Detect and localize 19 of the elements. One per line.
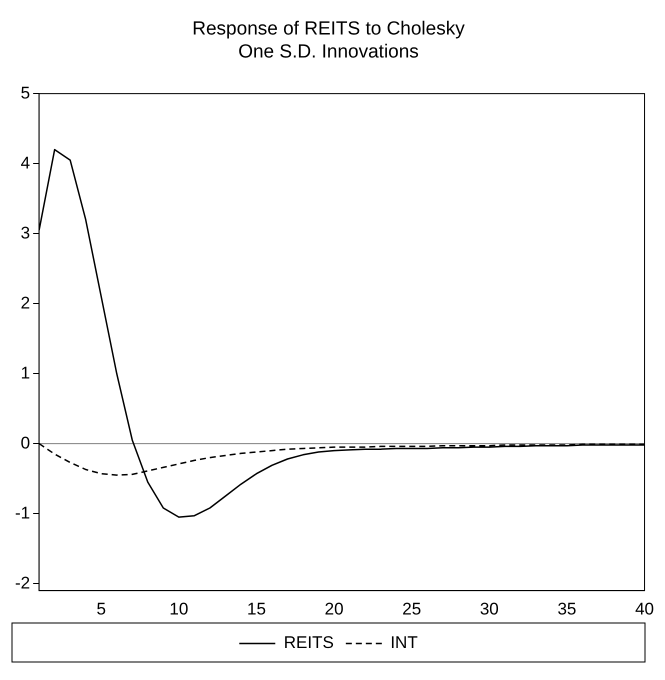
y-tick-label: 1 <box>20 363 30 382</box>
x-tick-label: 20 <box>324 599 344 618</box>
y-tick-label: -1 <box>14 503 30 522</box>
y-tick-label: 4 <box>20 153 30 172</box>
y-tick-label: -2 <box>14 573 30 592</box>
legend-label: INT <box>390 633 418 652</box>
x-tick-label: 15 <box>246 599 266 618</box>
x-tick-label: 5 <box>96 599 106 618</box>
y-tick-label: 5 <box>20 83 30 102</box>
y-tick-label: 3 <box>20 223 30 242</box>
legend-label: REITS <box>284 633 334 652</box>
chart-title: Response of REITS to Cholesky One S.D. Innovations <box>192 18 466 62</box>
x-tick-label: 30 <box>480 599 499 618</box>
y-tick-label: 0 <box>20 433 30 452</box>
x-tick-label: 10 <box>169 599 188 618</box>
y-tick-label: 2 <box>20 293 30 312</box>
x-tick-label: 25 <box>402 599 422 618</box>
x-tick-label: 35 <box>557 599 576 618</box>
x-tick-label: 40 <box>635 599 654 618</box>
